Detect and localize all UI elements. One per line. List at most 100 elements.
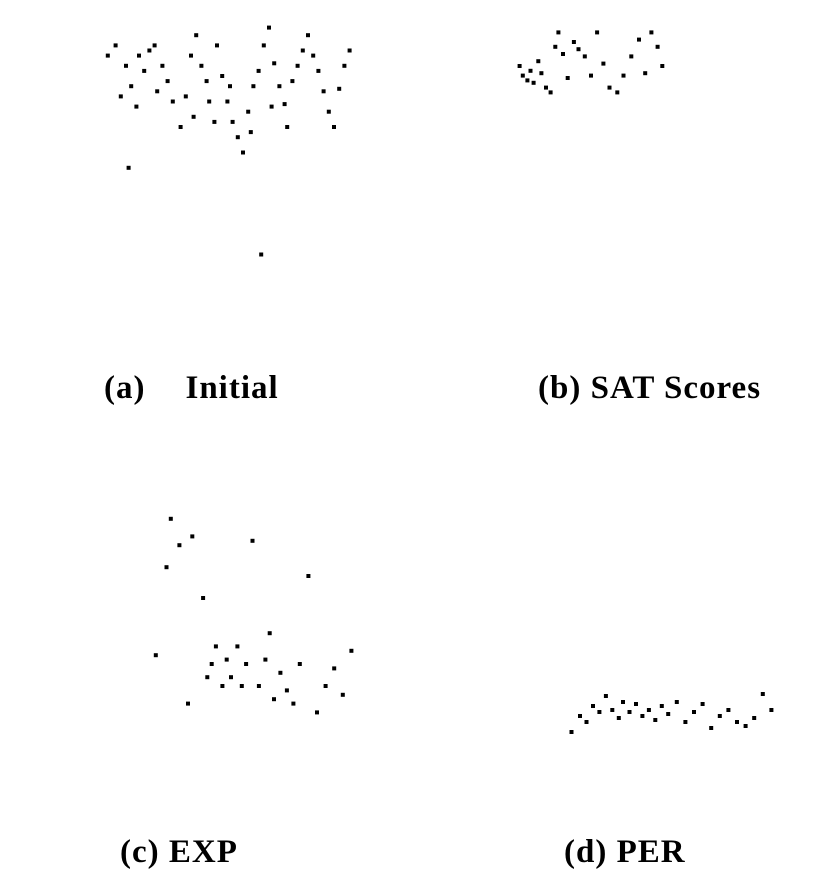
scatter-point (209, 662, 214, 666)
scatter-point (248, 130, 253, 135)
scatter-point (168, 516, 173, 521)
scatter-point (769, 708, 774, 712)
scatter-point (212, 119, 217, 124)
scatter-point (683, 720, 688, 724)
scatter-point (337, 86, 342, 91)
scatter-point (709, 726, 714, 730)
scatter-point (147, 48, 152, 53)
scatter-point (142, 68, 147, 73)
scatter-point (621, 73, 626, 78)
scatter-point (595, 30, 600, 35)
scatter-point (653, 718, 658, 722)
caption-label: (b) (538, 370, 582, 406)
scatter-point (105, 53, 110, 58)
scatter-point (230, 119, 235, 124)
scatter-point (207, 99, 212, 104)
scatter-point (571, 40, 576, 44)
scatter-point (316, 68, 321, 73)
scatter-point (306, 574, 311, 578)
scatter-point (250, 538, 255, 543)
scatter-plot-exp (153, 516, 354, 715)
scatter-point (199, 63, 204, 68)
caption-sat-scores: (b) SAT Scores (538, 370, 761, 407)
scatter-point (272, 61, 277, 66)
caption-initial: (a) Initial (104, 370, 279, 407)
scatter-point (134, 104, 139, 109)
scatter-point (643, 71, 648, 76)
scatter-point (692, 710, 696, 714)
scatter-point (155, 89, 160, 94)
scatter-point (569, 730, 574, 734)
scatter-point (246, 109, 251, 114)
scatter-point (637, 37, 641, 42)
scatter-point (126, 165, 131, 170)
scatter-point (548, 90, 553, 95)
scatter-point (267, 25, 271, 30)
scatter-point (113, 43, 118, 48)
scatter-point (326, 109, 331, 114)
scatter-point (528, 68, 533, 73)
scatter-point (178, 125, 183, 129)
caption-title: PER (616, 834, 686, 870)
caption-title: Initial (185, 370, 279, 406)
scatter-point (297, 662, 302, 666)
scatter-point (189, 53, 193, 58)
scatter-point (556, 30, 561, 35)
scatter-point (610, 708, 615, 712)
scatter-point (649, 30, 654, 35)
scatter-point (615, 90, 620, 95)
scatter-plot-initial (105, 25, 352, 257)
scatter-point (225, 99, 230, 104)
scatter-point (323, 684, 328, 688)
scatter-point (655, 44, 660, 49)
scatter-point (332, 125, 336, 129)
scatter-point (517, 64, 522, 68)
scatter-point (616, 716, 621, 720)
caption-per: (d) PER (564, 834, 686, 871)
scatter-point (152, 43, 157, 48)
scatter-point (589, 73, 593, 78)
scatter-point (321, 89, 326, 94)
scatter-point (717, 714, 722, 718)
scatter-point (607, 85, 612, 90)
scatter-point (229, 675, 233, 680)
scatter-point (332, 666, 337, 671)
scatter-point (259, 252, 264, 257)
scatter-point (261, 43, 266, 48)
caption-label: (c) (120, 834, 160, 870)
scatter-point (213, 644, 218, 649)
scatter-point (561, 52, 565, 56)
scatter-point (601, 61, 606, 66)
scatter-point (306, 33, 310, 38)
scatter-point (285, 125, 290, 129)
scatter-point (760, 692, 765, 696)
scatter-point (726, 708, 731, 712)
scatter-point (170, 99, 175, 104)
scatter-point (578, 714, 582, 718)
scatter-point (228, 84, 232, 89)
scatter-point (191, 114, 196, 119)
caption-label: (d) (564, 834, 608, 870)
scatter-point (565, 76, 570, 80)
scatter-point (194, 33, 199, 38)
scatter-point (582, 54, 587, 59)
scatter-point (239, 684, 244, 688)
scatter-point (347, 48, 352, 53)
scatter-point (603, 694, 608, 698)
scatter-point (752, 716, 757, 720)
scatter-point (340, 692, 345, 697)
scatter-point (597, 710, 602, 714)
caption-title: SAT Scores (590, 370, 762, 406)
scatter-point (129, 84, 134, 89)
scatter-point (342, 63, 347, 68)
scatter-point (295, 63, 300, 68)
scatter-point (267, 631, 272, 636)
scatter-plot-sat-scores (517, 30, 665, 95)
scatter-point (660, 64, 665, 68)
caption-label: (a) (104, 370, 146, 406)
scatter-point (290, 79, 295, 84)
scatter-point (186, 701, 190, 706)
scatter-point (539, 71, 544, 76)
scatter-point (315, 710, 319, 715)
scatter-point (272, 697, 276, 702)
